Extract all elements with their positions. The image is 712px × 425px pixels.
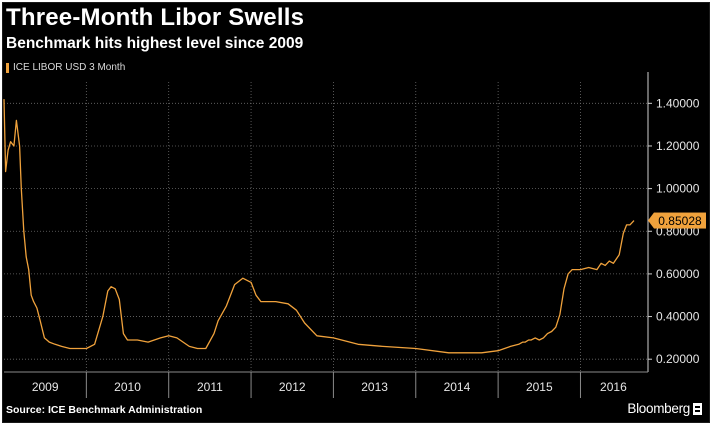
chart-title: Three-Month Libor Swells [6,4,305,31]
y-tick-label: 0.60000 [656,267,700,281]
chart-subtitle: Benchmark hits highest level since 2009 [6,35,304,52]
x-tick-label: 2010 [114,380,141,394]
x-tick-label: 2013 [361,380,388,394]
source-note: Source: ICE Benchmark Administration [6,404,203,416]
last-value-label: 0.85028 [658,214,702,228]
bloomberg-logo-icon [693,402,702,415]
x-tick-label: 2015 [526,380,553,394]
brand-name: Bloomberg [627,401,690,416]
last-value-badge [654,212,706,229]
brand-logo: Bloomberg [627,401,702,416]
last-value-pointer [648,212,654,229]
y-tick-label: 1.40000 [656,96,700,110]
series-line-libor [3,99,635,354]
y-tick-label: 1.20000 [656,139,700,153]
x-tick-label: 2014 [444,380,471,394]
y-tick-label: 0.40000 [656,310,700,324]
y-tick-label: 0.20000 [656,352,700,366]
legend-swatch [6,62,9,73]
x-tick-label: 2016 [600,380,627,394]
legend: ICE LIBOR USD 3 Month [6,62,125,73]
x-tick-label: 2009 [32,380,59,394]
y-tick-label: 1.00000 [656,182,700,196]
x-tick-label: 2011 [197,380,223,394]
legend-label: ICE LIBOR USD 3 Month [13,62,126,73]
x-tick-label: 2012 [279,380,306,394]
